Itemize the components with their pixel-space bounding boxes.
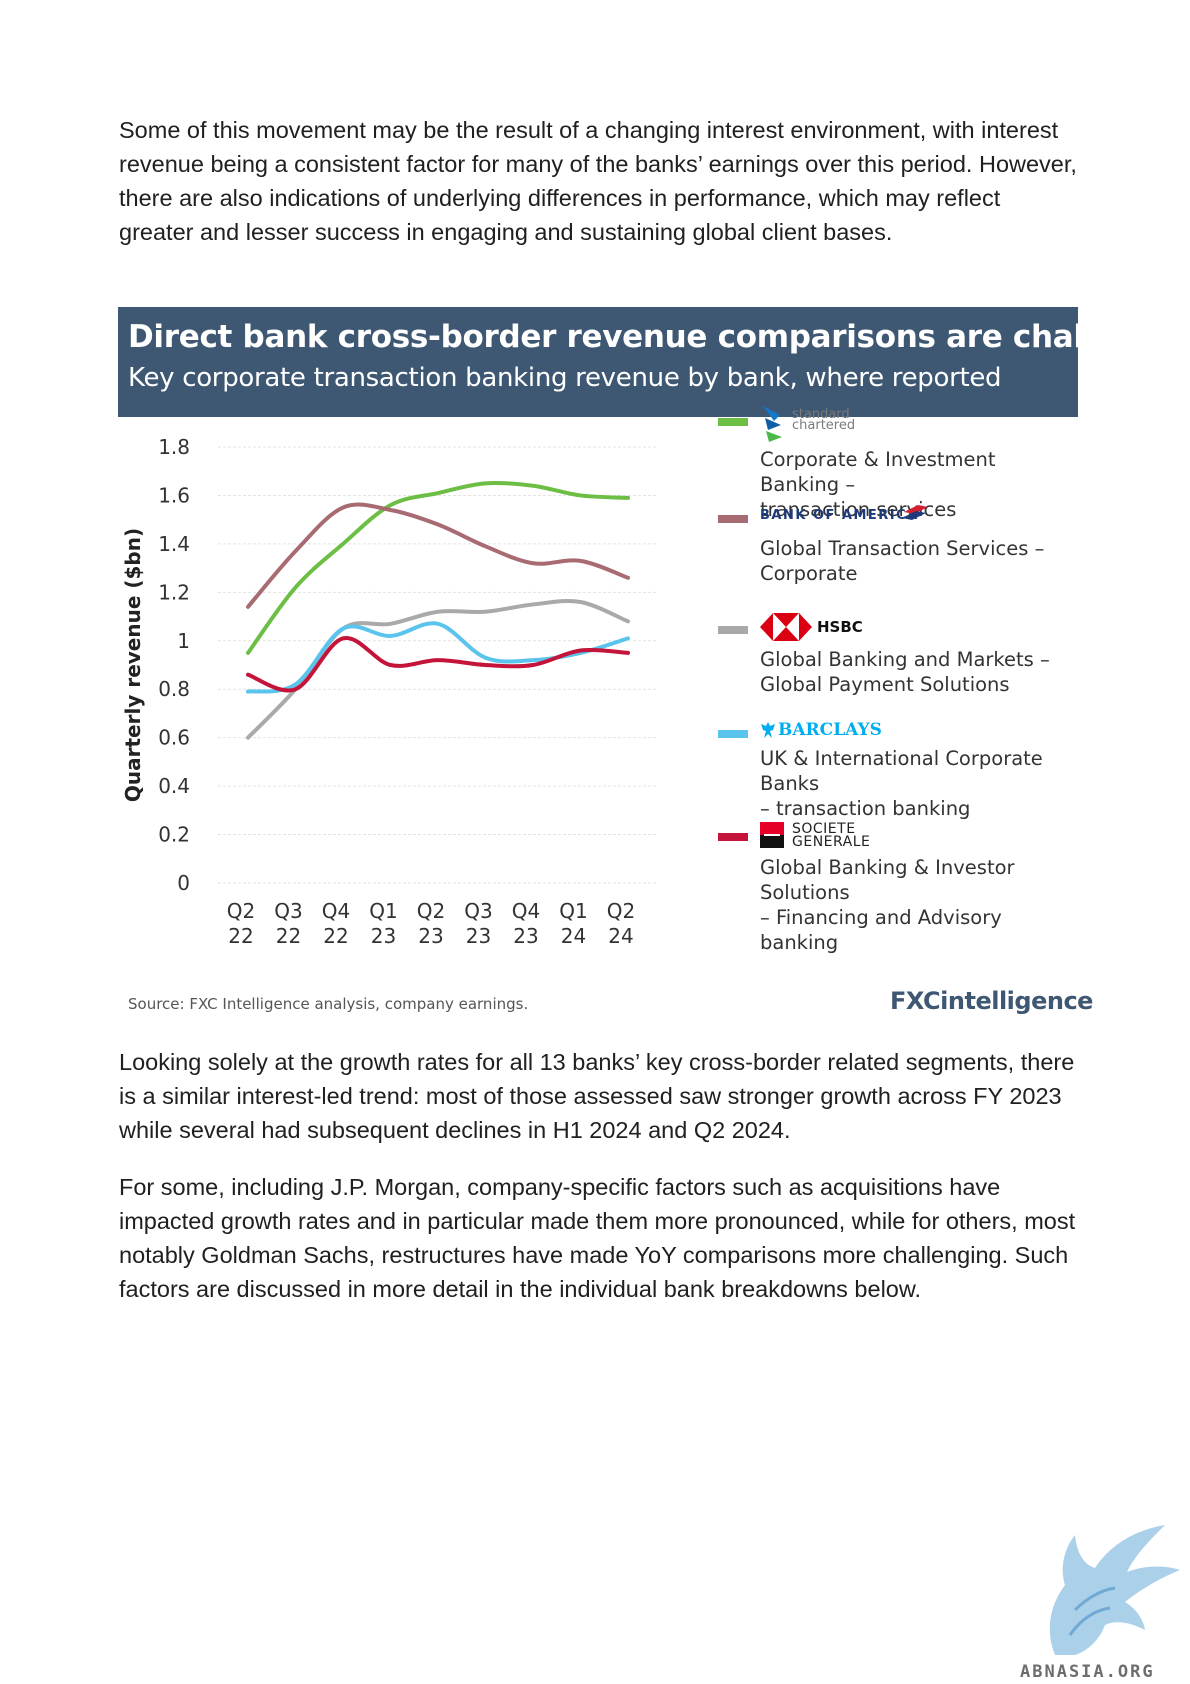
x-tick-label: Q2 <box>607 899 635 923</box>
phoenix-bird-icon <box>1049 1525 1180 1655</box>
barclays-logo-text: BARCLAYS <box>778 720 882 740</box>
y-tick-label: 1 <box>177 629 190 653</box>
figure-header: Direct bank cross-border revenue compari… <box>118 307 1190 417</box>
x-tick-label: 23 <box>418 924 443 948</box>
legend-description-line1: Global Transaction Services – <box>760 537 1045 560</box>
series-line-5 <box>246 636 630 693</box>
line-chart: 0 0.2 0.4 0.6 0.8 1 1.2 1.4 1.6 1.8 Quarterly reve… <box>121 435 658 948</box>
legend-swatch <box>718 730 748 738</box>
legend-description-line1: UK & International Corporate Banks <box>760 747 1043 795</box>
barclays-eagle-icon <box>761 722 775 738</box>
logo-text-line1: SOCIETE <box>792 821 856 837</box>
y-tick-label: 0.4 <box>158 774 190 798</box>
y-tick-label: 0.2 <box>158 823 190 847</box>
legend-swatch <box>718 833 748 841</box>
watermark-text: ABNASIA.ORG <box>1020 1662 1155 1682</box>
x-tick-label: 23 <box>466 924 491 948</box>
societe-generale-square-icon <box>760 822 784 848</box>
x-tick-label: Q4 <box>512 899 540 923</box>
x-tick-label: 22 <box>323 924 348 948</box>
legend-description-line2: – Financing and Advisory banking <box>760 906 1002 954</box>
figure-title: Direct bank cross-border revenue compari… <box>128 319 1190 355</box>
legend-description-line1: Global Banking & Investor Solutions <box>760 856 1015 904</box>
x-tick-label: Q1 <box>559 899 587 923</box>
x-tick-label: Q2 <box>227 899 255 923</box>
x-tick-label: Q3 <box>464 899 492 923</box>
chart-figure: Direct bank cross-border revenue compari… <box>118 307 1190 1017</box>
x-tick-label: Q3 <box>274 899 302 923</box>
x-tick-label: 24 <box>561 924 586 948</box>
logo-text-line2: chartered <box>792 418 856 433</box>
logo-text-line1: standard <box>792 407 850 422</box>
legend-description-line1: Global Banking and Markets – <box>760 648 1050 671</box>
watermark: ABNASIA.ORG <box>1015 1510 1190 1682</box>
paragraph-growth: Looking solely at the growth rates for a… <box>119 1049 1075 1143</box>
y-tick-label: 1.6 <box>158 483 190 507</box>
x-tick-label: Q1 <box>369 899 397 923</box>
y-tick-label: 0.8 <box>158 677 190 701</box>
bank-of-america-logo-text: BANK OF AMERICA <box>760 508 919 523</box>
hsbc-hexagon-icon <box>760 613 812 641</box>
x-tick-label: 22 <box>228 924 253 948</box>
y-tick-label: 1.8 <box>158 435 190 459</box>
hsbc-logo-text: HSBC <box>817 618 863 636</box>
figure-subtitle: Key corporate transaction banking revenu… <box>128 363 1002 393</box>
y-axis-label: Quarterly revenue ($bn) <box>121 528 145 802</box>
legend-description: Global Banking & Investor Solutions – Fi… <box>760 855 1080 955</box>
paragraph-factors: For some, including J.P. Morgan, company… <box>119 1174 1076 1302</box>
legend-description-line2: Corporate <box>760 562 858 585</box>
legend-description-line2: Global Payment Solutions <box>760 673 1010 696</box>
figure-source: Source: FXC Intelligence analysis, compa… <box>128 995 529 1013</box>
series-line-2 <box>246 502 630 609</box>
fxc-intelligence-logo: FXCintelligence <box>890 987 1093 1015</box>
legend-description: UK & International Corporate Banks – tra… <box>760 746 1080 821</box>
x-tick-label: 24 <box>608 924 633 948</box>
series-line-1 <box>246 480 630 655</box>
x-tick-label: 22 <box>276 924 301 948</box>
legend-description-line2: transaction services <box>760 498 957 521</box>
legend-swatch <box>718 515 748 523</box>
x-tick-label: 23 <box>371 924 396 948</box>
legend-swatch <box>718 418 748 426</box>
paragraph-intro: Some of this movement may be the result … <box>119 117 1077 245</box>
legend-description: Global Transaction Services – Corporate <box>760 536 1080 586</box>
legend-description: Global Banking and Markets – Global Paym… <box>760 647 1080 697</box>
x-tick-label: 23 <box>513 924 538 948</box>
y-tick-label: 1.2 <box>158 580 190 604</box>
series-line-3 <box>246 598 630 740</box>
legend-swatch <box>718 626 748 634</box>
bank-of-america-flag-icon <box>902 505 928 520</box>
x-tick-label: Q4 <box>322 899 350 923</box>
legend-description: Corporate & Investment Banking – transac… <box>760 447 1080 522</box>
logo-text-line2: GENERALE <box>792 834 871 850</box>
legend-description-line2: – transaction banking <box>760 797 971 820</box>
standard-chartered-logo-icon <box>763 406 782 442</box>
y-tick-label: 0.6 <box>158 726 190 750</box>
x-tick-label: Q2 <box>417 899 445 923</box>
y-tick-label: 1.4 <box>158 532 190 556</box>
y-tick-label: 0 <box>177 871 190 895</box>
legend-description-line1: Corporate & Investment Banking – <box>760 448 996 496</box>
